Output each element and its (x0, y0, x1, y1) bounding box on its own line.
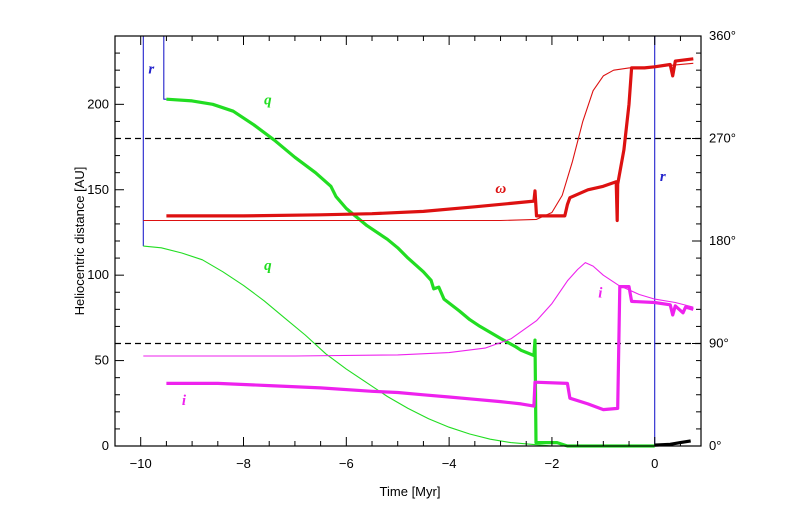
y-left-tick-label: 200 (87, 96, 109, 111)
series-r-thin-0 (142, 35, 167, 247)
axis-ticks: −10 −8 −6 −4 −2 0 0 50 100 150 200 0° 90° 180° 270° 360… (87, 28, 736, 471)
label-i-thick: i (182, 393, 187, 409)
y-right-tick-label: 0° (709, 438, 721, 453)
x-tick-label: 0 (651, 456, 658, 471)
label-r-left: r (148, 62, 154, 78)
series-i-thin-7 (143, 262, 694, 357)
y-axis-title: Heliocentric distance [AU] (72, 167, 87, 316)
x-tick-label: −8 (236, 456, 251, 471)
x-tick-label: −2 (545, 456, 560, 471)
series-q--late--black--thick-2 (654, 439, 691, 447)
x-axis-title: Time [Myr] (380, 484, 441, 499)
x-tick-label: −10 (130, 456, 152, 471)
y-left-tick-label: 100 (87, 267, 109, 282)
x-tick-label: −6 (339, 456, 354, 471)
y-right-tick-label: 270° (709, 131, 736, 146)
x-tick-label: −4 (442, 456, 457, 471)
y-left-tick-label: 150 (87, 182, 109, 197)
label-q-thin: q (264, 258, 272, 274)
y-right-tick-label: 360° (709, 28, 736, 43)
label-omega: ω (495, 181, 506, 197)
y-right-tick-label: 90° (709, 336, 729, 351)
series-q-thick-1 (166, 97, 655, 448)
label-q-thick: q (264, 92, 272, 108)
y-left-tick-label: 0 (102, 438, 109, 453)
series-layer (142, 35, 694, 448)
series-omega-thin-5 (143, 62, 694, 222)
series-q-thin-3 (143, 245, 552, 447)
y-left-tick-label: 50 (95, 353, 109, 368)
label-i-thin: i (598, 285, 603, 301)
series-i-thick-6 (166, 285, 694, 412)
y-right-tick-label: 180° (709, 233, 736, 248)
reference-lines (115, 137, 701, 345)
curve-labels: r r q q ω i i (148, 62, 665, 409)
series-omega-thick-4 (166, 57, 694, 223)
label-r-right: r (660, 169, 666, 185)
